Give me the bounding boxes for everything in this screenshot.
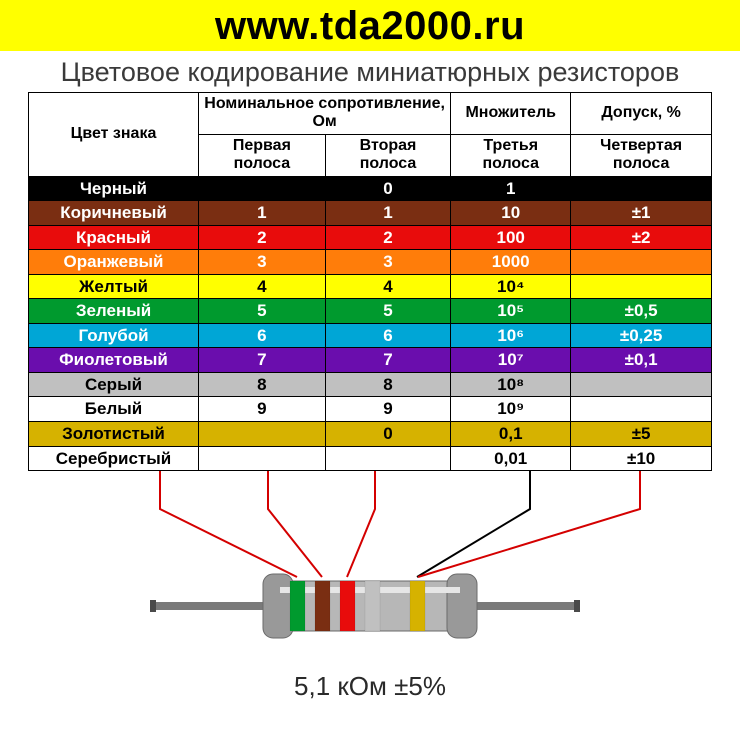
table-row: Оранжевый331000 bbox=[29, 250, 712, 275]
tolerance-cell bbox=[571, 274, 712, 299]
digit1-cell: 9 bbox=[199, 397, 326, 422]
multiplier-cell: 1000 bbox=[451, 250, 571, 275]
digit1-cell: 7 bbox=[199, 348, 326, 373]
multiplier-cell: 10⁹ bbox=[451, 397, 571, 422]
color-name-cell: Золотистый bbox=[29, 422, 199, 447]
multiplier-cell: 0,01 bbox=[451, 446, 571, 471]
digit1-cell bbox=[199, 176, 326, 201]
digit2-cell: 9 bbox=[325, 397, 450, 422]
digit1-cell: 5 bbox=[199, 299, 326, 324]
table-row: Зеленый5510⁵±0,5 bbox=[29, 299, 712, 324]
multiplier-cell: 10⁵ bbox=[451, 299, 571, 324]
table-row: Белый9910⁹ bbox=[29, 397, 712, 422]
header-nominal: Номинальное сопротивление, Ом bbox=[199, 93, 451, 135]
table-row: Фиолетовый7710⁷±0,1 bbox=[29, 348, 712, 373]
color-code-table: Цвет знака Номинальное сопротивление, Ом… bbox=[28, 92, 712, 471]
table-row: Серый8810⁸ bbox=[29, 372, 712, 397]
digit2-cell: 0 bbox=[325, 176, 450, 201]
table-row: Желтый4410⁴ bbox=[29, 274, 712, 299]
tolerance-cell bbox=[571, 397, 712, 422]
multiplier-cell: 1 bbox=[451, 176, 571, 201]
color-name-cell: Фиолетовый bbox=[29, 348, 199, 373]
color-name-cell: Белый bbox=[29, 397, 199, 422]
multiplier-cell: 100 bbox=[451, 225, 571, 250]
table-row: Черный 01 bbox=[29, 176, 712, 201]
tolerance-cell bbox=[571, 250, 712, 275]
tolerance-cell: ±10 bbox=[571, 446, 712, 471]
digit1-cell: 4 bbox=[199, 274, 326, 299]
multiplier-cell: 10 bbox=[451, 201, 571, 226]
tolerance-cell: ±2 bbox=[571, 225, 712, 250]
resistor-svg bbox=[0, 469, 740, 669]
header-band2: Вторая полоса bbox=[325, 134, 450, 176]
resistor-diagram bbox=[0, 469, 740, 669]
tolerance-cell bbox=[571, 372, 712, 397]
multiplier-cell: 10⁴ bbox=[451, 274, 571, 299]
table-row: Голубой6610⁶±0,25 bbox=[29, 323, 712, 348]
digit1-cell: 8 bbox=[199, 372, 326, 397]
digit1-cell bbox=[199, 422, 326, 447]
url-banner: www.tda2000.ru bbox=[0, 0, 740, 51]
digit2-cell: 4 bbox=[325, 274, 450, 299]
color-name-cell: Голубой bbox=[29, 323, 199, 348]
color-name-cell: Оранжевый bbox=[29, 250, 199, 275]
digit2-cell: 5 bbox=[325, 299, 450, 324]
page-title: Цветовое кодирование миниатюрных резисто… bbox=[0, 51, 740, 92]
digit1-cell: 6 bbox=[199, 323, 326, 348]
color-name-cell: Черный bbox=[29, 176, 199, 201]
color-name-cell: Красный bbox=[29, 225, 199, 250]
table-row: Красный22100±2 bbox=[29, 225, 712, 250]
digit2-cell: 8 bbox=[325, 372, 450, 397]
multiplier-cell: 0,1 bbox=[451, 422, 571, 447]
digit2-cell: 3 bbox=[325, 250, 450, 275]
multiplier-cell: 10⁸ bbox=[451, 372, 571, 397]
header-color: Цвет знака bbox=[29, 93, 199, 177]
tolerance-cell: ±0,25 bbox=[571, 323, 712, 348]
header-band1: Первая полоса bbox=[199, 134, 326, 176]
digit1-cell: 1 bbox=[199, 201, 326, 226]
digit2-cell: 6 bbox=[325, 323, 450, 348]
tolerance-cell: ±5 bbox=[571, 422, 712, 447]
color-name-cell: Зеленый bbox=[29, 299, 199, 324]
digit2-cell: 0 bbox=[325, 422, 450, 447]
color-name-cell: Серебристый bbox=[29, 446, 199, 471]
color-code-table-wrap: Цвет знака Номинальное сопротивление, Ом… bbox=[0, 92, 740, 471]
tolerance-cell: ±1 bbox=[571, 201, 712, 226]
color-name-cell: Коричневый bbox=[29, 201, 199, 226]
digit2-cell: 1 bbox=[325, 201, 450, 226]
digit1-cell bbox=[199, 446, 326, 471]
table-row: Золотистый 00,1±5 bbox=[29, 422, 712, 447]
table-row: Коричневый1110±1 bbox=[29, 201, 712, 226]
tolerance-cell: ±0,1 bbox=[571, 348, 712, 373]
multiplier-cell: 10⁷ bbox=[451, 348, 571, 373]
header-tolerance: Допуск, % bbox=[571, 93, 712, 135]
example-caption: 5,1 кОм ±5% bbox=[0, 669, 740, 702]
header-band3: Третья полоса bbox=[451, 134, 571, 176]
digit2-cell: 7 bbox=[325, 348, 450, 373]
tolerance-cell: ±0,5 bbox=[571, 299, 712, 324]
digit2-cell: 2 bbox=[325, 225, 450, 250]
header-band4: Четвертая полоса bbox=[571, 134, 712, 176]
table-body: Черный01Коричневый1110±1Красный22100±2Ор… bbox=[29, 176, 712, 471]
tolerance-cell bbox=[571, 176, 712, 201]
color-name-cell: Желтый bbox=[29, 274, 199, 299]
multiplier-cell: 10⁶ bbox=[451, 323, 571, 348]
color-name-cell: Серый bbox=[29, 372, 199, 397]
table-header: Цвет знака Номинальное сопротивление, Ом… bbox=[29, 93, 712, 177]
header-multiplier: Множитель bbox=[451, 93, 571, 135]
digit1-cell: 2 bbox=[199, 225, 326, 250]
digit2-cell bbox=[325, 446, 450, 471]
table-row: Серебристый 0,01±10 bbox=[29, 446, 712, 471]
digit1-cell: 3 bbox=[199, 250, 326, 275]
